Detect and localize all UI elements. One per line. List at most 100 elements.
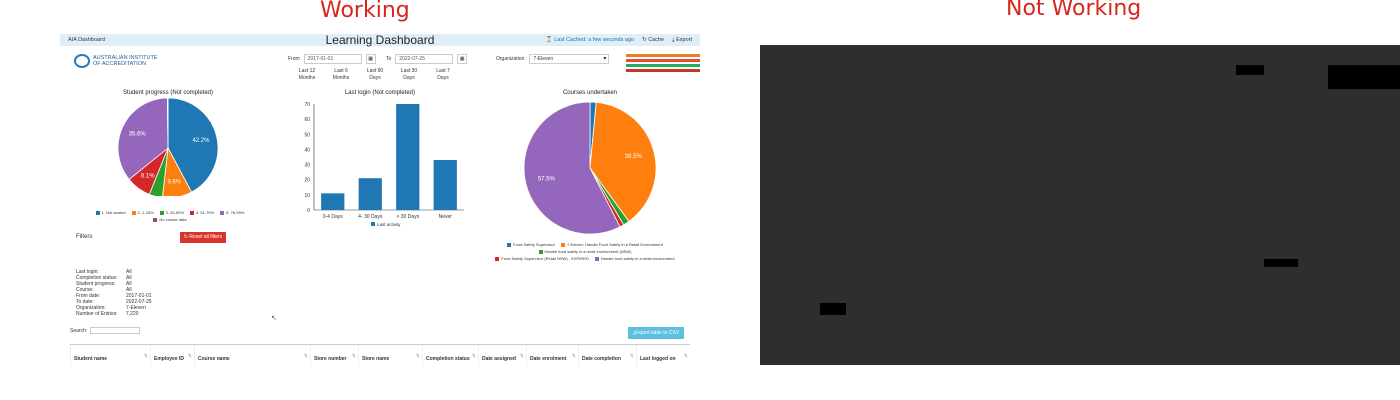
search-input[interactable] — [90, 327, 141, 334]
breadcrumb[interactable]: AIA Dashboard — [68, 37, 105, 43]
slice-label: 42.2% — [192, 138, 210, 144]
summary-row: To date: 2022-07-25 — [76, 299, 152, 305]
summary-value: 2017-01-01 — [126, 293, 152, 299]
chart-title: Last login (Not completed) — [344, 90, 416, 96]
column-header[interactable]: Store name — [358, 345, 422, 366]
slice-label: 57.5% — [538, 176, 556, 182]
redaction-block — [1328, 65, 1400, 89]
range-link[interactable]: Last 7 Days — [436, 68, 450, 81]
aia-logo: AUSTRALIAN INSTITUTE OF ACCREDITATION — [74, 54, 157, 68]
legend-item[interactable]: Food Safety Supervisor — [507, 242, 555, 247]
column-header[interactable]: Completion status — [422, 345, 478, 366]
seven-eleven-logo — [626, 54, 700, 76]
column-header[interactable]: Last logged on — [636, 345, 690, 366]
from-date-field: From 2017-01-01 ▦ — [288, 54, 376, 64]
legend-swatch — [371, 222, 375, 226]
summary-key: Number of Entries: — [76, 311, 118, 317]
legend-swatch — [594, 256, 599, 261]
legend-swatch — [538, 249, 543, 254]
summary-value: 2022-07-25 — [126, 299, 152, 305]
legend-item[interactable]: 4. 51-75% — [189, 210, 215, 215]
legend-item[interactable]: Food Safety Supervisor (Retail NSW) - EX… — [495, 256, 589, 261]
summary-row: Organization: 7-Eleven — [76, 305, 152, 311]
cache-button[interactable]: ↻ Cache — [642, 36, 665, 43]
legend-label: No course data — [159, 217, 187, 222]
summary-row: Course: All — [76, 287, 152, 293]
pie-slice[interactable] — [166, 97, 169, 149]
summary-key: Student progress: — [76, 281, 116, 287]
range-link[interactable]: Last 6 Months — [332, 68, 350, 81]
range-link[interactable]: Last 90 Days — [366, 68, 384, 81]
organization-select[interactable]: 7-Eleven — [529, 54, 610, 64]
column-header[interactable]: Date enrolment — [526, 345, 578, 366]
pie-slice[interactable] — [589, 101, 657, 222]
pie-slice[interactable] — [523, 101, 621, 235]
to-date-input[interactable]: 2022-07-25 — [395, 54, 454, 64]
export-csv-button[interactable]: ⤓Export table to CSV — [628, 327, 684, 339]
modal-backdrop[interactable] — [760, 45, 1400, 365]
legend-item[interactable]: 7-Eleven: Handle Food Safety in a Retail… — [560, 242, 663, 247]
range-link[interactable]: Last 30 Days — [400, 68, 418, 81]
x-tick-label: 0-4 Days — [323, 214, 344, 220]
pie-slice[interactable] — [167, 97, 219, 193]
reset-filters-button[interactable]: ↻ Reset all filters — [180, 232, 226, 243]
table-search: Search: — [70, 327, 141, 334]
calendar-icon[interactable]: ▦ — [365, 54, 376, 64]
export-button[interactable]: ⤓ Export — [672, 36, 692, 43]
legend-item[interactable]: 5. 76-99% — [220, 210, 244, 215]
legend-swatch — [153, 217, 158, 222]
refresh-icon: ↻ — [183, 234, 188, 240]
column-header[interactable]: Date assigned — [478, 345, 526, 366]
legend-item[interactable]: No course data — [153, 217, 187, 222]
slice-label: 38.5% — [625, 154, 643, 160]
y-tick-label: 60 — [304, 117, 310, 123]
summary-value: All — [126, 269, 132, 275]
legend-item[interactable]: 3. 26-50% — [159, 210, 184, 215]
legend-item[interactable]: 2. 1-25% — [131, 210, 154, 215]
bar[interactable] — [321, 193, 345, 210]
legend-label: 4. 51-75% — [195, 210, 215, 215]
legend-label: Last activity — [377, 222, 401, 227]
filters-heading: Filters — [76, 234, 93, 240]
slice-label: 8.1% — [141, 173, 155, 179]
pie-slice[interactable] — [162, 146, 193, 196]
summary-row: Student progress: All — [76, 281, 152, 287]
legend-swatch — [131, 210, 136, 215]
legend-item[interactable]: Handle food safety in a retail environme… — [538, 249, 632, 254]
column-header[interactable]: Store number — [310, 345, 358, 366]
summary-row: Number of Entries: 7,220 — [76, 311, 152, 317]
x-tick-label: 4- 30 Days — [358, 214, 383, 220]
redaction-block — [1264, 259, 1298, 267]
legend-label: Handle food safety in a retail environme… — [600, 256, 675, 261]
from-date-input[interactable]: 2017-01-01 — [303, 54, 362, 64]
calendar-icon[interactable]: ▦ — [457, 54, 468, 64]
table-header: Student nameEmployee IDCourse nameStore … — [70, 344, 690, 366]
y-tick-label: 20 — [304, 178, 310, 184]
slice-label: 35.6% — [129, 132, 147, 138]
range-link[interactable]: Last 12 Months — [298, 68, 316, 81]
bar[interactable] — [396, 104, 420, 210]
pie-slice[interactable] — [117, 97, 169, 180]
column-header[interactable]: Employee ID — [150, 345, 194, 366]
summary-row: Last login: All — [76, 269, 152, 275]
summary-key: To date: — [76, 299, 94, 305]
legend-label: 3. 26-50% — [165, 210, 184, 215]
bar[interactable] — [358, 178, 382, 210]
download-icon: ⤓ — [632, 330, 636, 336]
column-header[interactable]: Course name — [194, 345, 310, 366]
summary-key: Course: — [76, 287, 94, 293]
legend-item[interactable]: Handle food safety in a retail environme… — [594, 256, 675, 261]
summary-value: 7-Eleven — [126, 305, 146, 311]
legend-swatch — [220, 210, 225, 215]
legend-swatch — [159, 210, 164, 215]
x-tick-label: > 30 Days — [396, 214, 419, 220]
legend-label: Handle food safety in a retail environme… — [544, 249, 632, 254]
legend-swatch — [95, 210, 100, 215]
summary-row: From date: 2017-01-01 — [76, 293, 152, 299]
to-date-field: To 2022-07-25 ▦ — [386, 54, 468, 64]
column-header[interactable]: Student name — [70, 345, 150, 366]
column-header[interactable]: Date completion — [578, 345, 636, 366]
summary-row: Completion status: All — [76, 275, 152, 281]
legend-item[interactable]: 1. Not started — [95, 210, 126, 215]
bar[interactable] — [433, 160, 457, 210]
